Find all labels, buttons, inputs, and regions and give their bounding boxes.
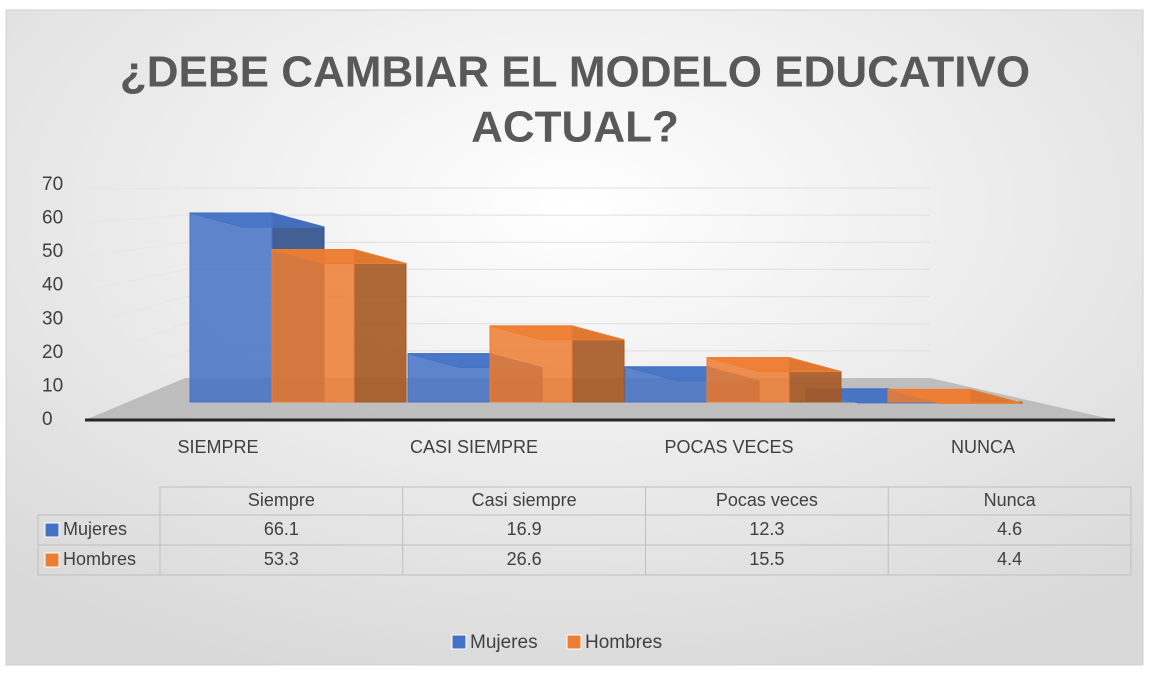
table-legend-key xyxy=(44,522,60,538)
grid-line xyxy=(89,214,186,224)
grid-line xyxy=(89,241,186,257)
table-cell: 66.1 xyxy=(264,519,299,539)
y-tick-label: 60 xyxy=(42,208,63,229)
table-cell: 53.3 xyxy=(264,549,299,569)
grid-line xyxy=(89,323,186,358)
table-cell: 26.6 xyxy=(507,549,542,569)
y-tick-label: 30 xyxy=(42,308,63,329)
table-header: Siempre xyxy=(248,490,315,510)
y-tick-label: 50 xyxy=(42,241,63,262)
bar xyxy=(489,325,625,403)
table-legend-key xyxy=(44,552,60,568)
y-tick-label: 40 xyxy=(42,275,63,296)
table-cell: 15.5 xyxy=(749,549,784,569)
x-tick-label: CASI SIEMPRE xyxy=(410,437,538,457)
bar-front xyxy=(624,366,708,403)
bar-front xyxy=(189,212,273,403)
table-cell: 16.9 xyxy=(507,519,542,539)
table-row-label: Mujeres xyxy=(63,519,127,539)
table-cell: 12.3 xyxy=(749,519,784,539)
legend-key xyxy=(451,634,467,650)
grid-line xyxy=(89,350,186,391)
legend-label: Hombres xyxy=(585,632,662,653)
x-tick-label: NUNCA xyxy=(951,437,1015,457)
bar-front xyxy=(887,388,971,403)
bar-front xyxy=(271,249,355,403)
y-tick-label: 70 xyxy=(42,174,63,195)
table-cell: 4.6 xyxy=(997,519,1022,539)
bar-side xyxy=(353,248,407,403)
bar xyxy=(271,248,407,403)
legend-key xyxy=(566,634,582,650)
y-tick-label: 0 xyxy=(42,409,53,430)
y-tick-label: 10 xyxy=(42,375,63,396)
x-tick-label: SIEMPRE xyxy=(177,437,258,457)
grid-line xyxy=(89,268,186,291)
table-row-label: Hombres xyxy=(63,549,136,569)
bar xyxy=(887,388,1023,405)
bar-front xyxy=(489,325,573,403)
table-header: Casi siempre xyxy=(472,490,577,510)
bar-front xyxy=(706,357,790,403)
bar xyxy=(706,357,842,403)
bar-front xyxy=(407,353,491,403)
grid-line xyxy=(89,296,186,324)
y-tick-label: 20 xyxy=(42,342,63,363)
table-header: Pocas veces xyxy=(716,490,818,510)
legend-label: Mujeres xyxy=(470,632,538,653)
x-tick-label: POCAS VECES xyxy=(664,437,793,457)
chart-title: ACTUAL? xyxy=(471,103,679,152)
table-cell: 4.4 xyxy=(997,549,1022,569)
grid-line xyxy=(89,187,186,190)
chart-title: ¿DEBE CAMBIAR EL MODELO EDUCATIVO xyxy=(120,48,1030,97)
table-header: Nunca xyxy=(984,490,1037,510)
